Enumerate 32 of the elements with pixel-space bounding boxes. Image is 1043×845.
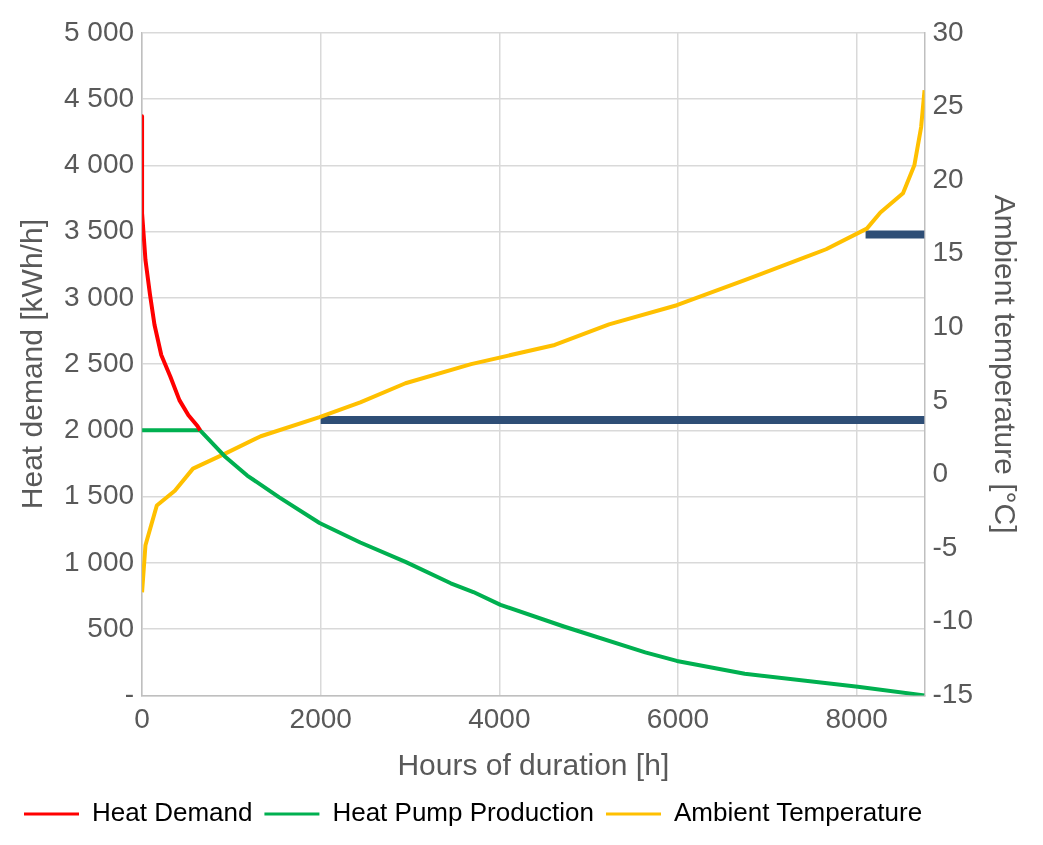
- y-tick-label: -: [124, 678, 135, 710]
- y-tick-label: 1 500: [63, 479, 135, 511]
- x-tick-label: 6000: [646, 702, 710, 734]
- legend-label: Heat Demand: [92, 797, 253, 828]
- y2-tick-label: -15: [932, 678, 973, 710]
- y2-tick-label: 25: [932, 89, 964, 121]
- y-tick-label: 3 500: [63, 214, 135, 246]
- y2-tick-label: 10: [932, 310, 964, 342]
- y-tick-label: 2 000: [63, 413, 135, 445]
- y-tick-label: 500: [87, 611, 135, 643]
- y-tick-label: 5 000: [63, 15, 135, 47]
- y2-tick-label: -5: [932, 530, 958, 562]
- y2-tick-label: 30: [932, 15, 964, 47]
- x-axis-title: Hours of duration [h]: [397, 748, 670, 782]
- y2-tick-label: 0: [932, 457, 949, 489]
- y2-tick-label: 5: [932, 383, 949, 415]
- legend-label: Ambient Temperature: [674, 797, 923, 828]
- x-tick-label: 4000: [468, 702, 531, 734]
- x-tick-label: 2000: [289, 702, 352, 734]
- y-tick-label: 1 000: [63, 545, 135, 577]
- y-tick-label: 2 500: [63, 346, 135, 378]
- y2-tick-label: -10: [932, 604, 973, 636]
- y2-tick-label: 20: [932, 162, 964, 194]
- y-tick-label: 4 000: [63, 148, 135, 180]
- x-tick-label: 8000: [825, 702, 888, 734]
- y2-axis-title: Ambient temperature [°C]: [988, 194, 1022, 534]
- y2-tick-label: 15: [932, 236, 964, 268]
- y-tick-label: 4 500: [63, 81, 135, 113]
- x-tick-label: 0: [134, 702, 150, 734]
- y-tick-label: 3 000: [63, 280, 135, 312]
- legend-label: Heat Pump Production: [332, 797, 595, 828]
- y-axis-title: Heat demand [kWh/h]: [15, 219, 49, 510]
